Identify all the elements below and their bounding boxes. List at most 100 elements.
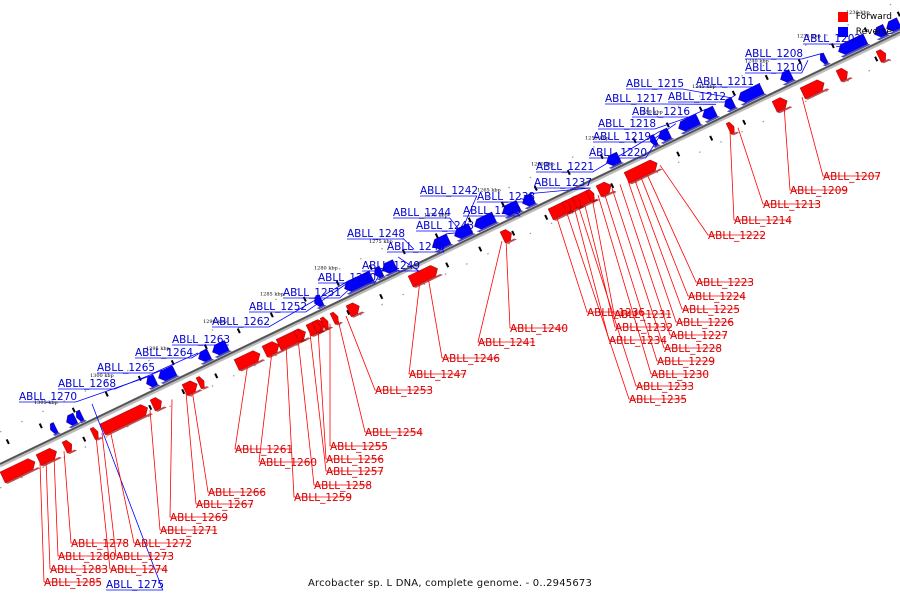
- forward-leader-line: [45, 459, 107, 570]
- strand-mark: [764, 74, 769, 81]
- reverse-swatch: [837, 26, 848, 37]
- gene-body: [799, 79, 825, 100]
- forward-leader-line: [39, 462, 101, 583]
- forward-gene-label: ABLL_1258: [314, 480, 372, 492]
- gene-body: [319, 316, 329, 330]
- forward-gene-label: ABLL_1207: [823, 171, 881, 183]
- reverse-gene-label: ABLL_1245: [387, 241, 445, 253]
- tick-label: 1280 kbp: [314, 266, 338, 272]
- strand-mark: [874, 56, 879, 62]
- legend-forward-label: Forward: [855, 11, 892, 22]
- gene-body: [195, 376, 205, 389]
- forward-gene: [195, 376, 210, 390]
- forward-leader-line: [577, 204, 693, 387]
- forward-gene: [771, 97, 793, 114]
- forward-gene-label: ABLL_1226: [676, 317, 734, 329]
- gene-shadow: [740, 93, 767, 106]
- forward-gene-label: ABLL_1256: [326, 454, 384, 466]
- forward-leader-line: [345, 315, 432, 391]
- forward-leader-line: [149, 409, 217, 531]
- reverse-leader-line: [362, 256, 421, 272]
- reverse-gene: [820, 52, 831, 67]
- forward-leader-line: [619, 184, 727, 336]
- forward-gene-label: ABLL_1254: [365, 427, 423, 439]
- forward-gene-label: ABLL_1255: [330, 441, 388, 453]
- forward-gene: [0, 458, 41, 484]
- tick-label: 1260 kbp: [531, 161, 555, 167]
- strand-mark: [346, 309, 351, 316]
- gene-shadow: [841, 77, 853, 83]
- gene-body: [149, 397, 162, 412]
- strand-mark: [368, 264, 373, 271]
- reverse-gene: [76, 409, 87, 424]
- reverse-leader-line: [283, 270, 371, 299]
- gene-shadow: [316, 304, 327, 310]
- forward-leader-line: [234, 362, 292, 450]
- forward-gene-label: ABLL_1236: [587, 307, 645, 319]
- genome-axis: [0, 31, 900, 465]
- reverse-gene-label: ABLL_1264: [135, 347, 193, 359]
- reverse-gene: [344, 270, 377, 295]
- gene-body: [595, 181, 612, 197]
- reverse-leader-line: [745, 59, 809, 74]
- gene-shadow: [840, 43, 871, 58]
- forward-gene: [595, 181, 617, 198]
- forward-gene: [233, 350, 266, 372]
- forward-leader-line: [783, 105, 847, 191]
- gene-shadow: [567, 210, 576, 214]
- reverse-gene-label: ABLL_1218: [598, 118, 656, 130]
- reverse-leader-line: [91, 403, 164, 591]
- reverse-gene-label: ABLL_1220: [589, 147, 647, 159]
- forward-leader-line: [737, 127, 820, 205]
- reverse-gene-label: ABLL_1210: [745, 62, 803, 74]
- strand-mark: [269, 312, 274, 318]
- gene-body: [233, 350, 261, 371]
- gene-shadow: [476, 221, 500, 233]
- forward-gene-label: ABLL_1235: [629, 394, 687, 406]
- gene-shadow: [881, 58, 892, 64]
- reverse-leader-line: [420, 195, 478, 226]
- gene-body: [702, 105, 718, 120]
- gene-shadow: [187, 389, 203, 397]
- gene-shadow: [346, 280, 377, 295]
- forward-gene-label: ABLL_1271: [160, 525, 218, 537]
- reverse-gene-label: ABLL_1239: [463, 205, 521, 217]
- forward-leader-line: [633, 177, 739, 310]
- reverse-gene-label: ABLL_1237: [534, 177, 592, 189]
- gene-shadow: [524, 203, 539, 210]
- gene-shadow: [822, 62, 831, 67]
- reverse-leader-line: [416, 230, 473, 235]
- gene-shadow: [777, 106, 793, 114]
- reverse-gene-label: ABLL_1219: [593, 131, 651, 143]
- strand-mark: [379, 293, 384, 300]
- forward-leader-line: [427, 276, 499, 359]
- gene-shadow: [160, 375, 180, 384]
- gene-shadow: [201, 386, 210, 390]
- gene-body: [66, 412, 78, 426]
- forward-gene-label: ABLL_1278: [71, 538, 129, 550]
- gene-shadow: [78, 419, 87, 424]
- reverse-leader-line: [745, 53, 823, 60]
- forward-gene-label: ABLL_1224: [688, 291, 746, 303]
- strand-mark: [863, 27, 868, 33]
- forward-leader-line: [639, 174, 745, 297]
- gene-body: [329, 311, 339, 325]
- gene-shadow: [68, 422, 81, 429]
- strand-mark: [137, 375, 142, 382]
- reverse-leader-line: [387, 237, 445, 253]
- reverse-leader-line: [696, 82, 761, 88]
- gene-body: [874, 24, 888, 38]
- reverse-gene-label: ABLL_1208: [745, 48, 803, 60]
- forward-leader-line: [505, 239, 567, 329]
- gene-shadow: [52, 432, 61, 436]
- forward-gene-label: ABLL_1228: [664, 343, 722, 355]
- reverse-gene: [702, 105, 721, 123]
- forward-gene: [875, 49, 892, 64]
- gene-shadow: [95, 437, 104, 441]
- reverse-leader-line: [19, 375, 151, 403]
- forward-gene-label: ABLL_1274: [110, 564, 168, 576]
- forward-gene-label: ABLL_1259: [294, 492, 352, 504]
- forward-gene-label: ABLL_1283: [50, 564, 108, 576]
- gene-shadow: [413, 273, 443, 288]
- reverse-gene-label: ABLL_1244: [393, 207, 451, 219]
